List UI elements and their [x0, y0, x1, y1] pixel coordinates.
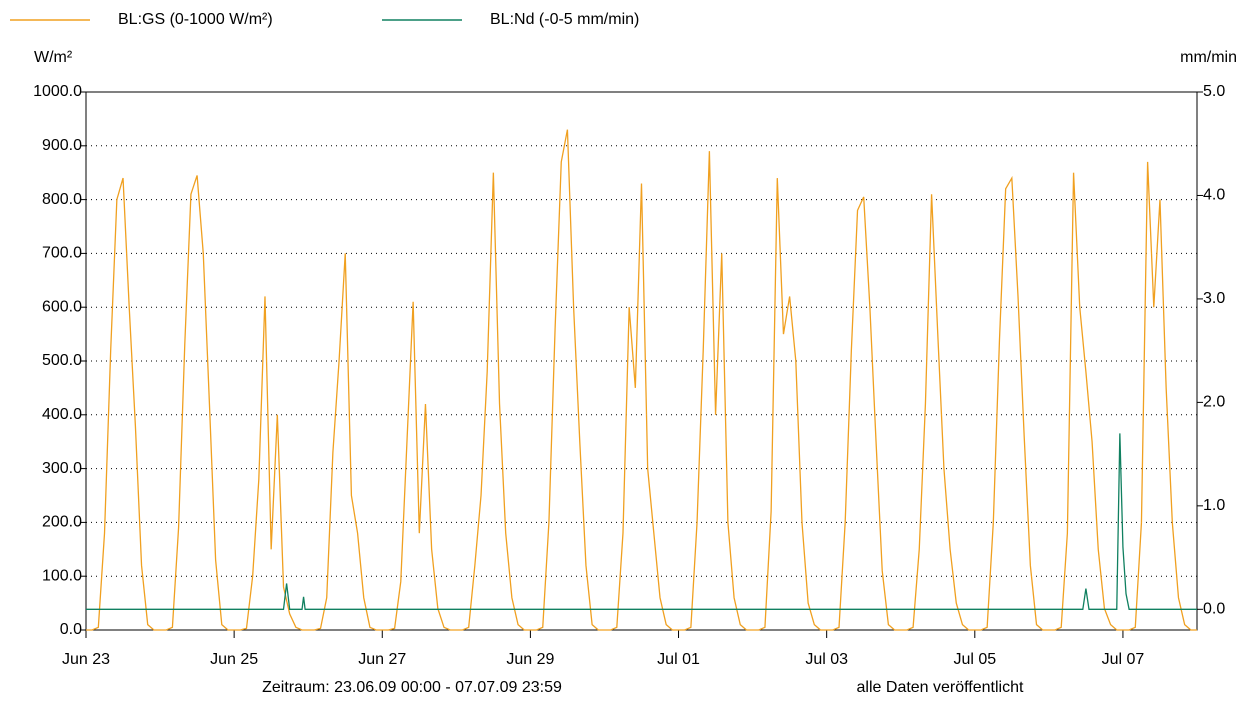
y-tick-label: 400.0: [42, 406, 82, 423]
y2-tick-label: 1.0: [1203, 497, 1225, 514]
y-tick-label: 500.0: [42, 352, 82, 369]
y-tick-label: 900.0: [42, 137, 82, 154]
x-tick-label: Jul 01: [657, 651, 700, 668]
x-tick-label: Jul 05: [953, 651, 996, 668]
y2-tick-label: 5.0: [1203, 83, 1225, 100]
footer-period: Zeitraum: 23.06.09 00:00 - 07.07.09 23:5…: [262, 679, 562, 696]
x-tick-label: Jun 27: [358, 651, 406, 668]
x-tick-label: Jun 23: [62, 651, 110, 668]
legend-label: BL:GS (0-1000 W/m²): [118, 11, 273, 28]
y-tick-label: 200.0: [42, 514, 82, 531]
y-tick-label: 300.0: [42, 460, 82, 477]
y-tick-label: 600.0: [42, 298, 82, 315]
x-tick-label: Jun 29: [506, 651, 554, 668]
series-line: [86, 129, 1197, 631]
x-tick-label: Jul 07: [1102, 651, 1145, 668]
y2-tick-label: 2.0: [1203, 394, 1225, 411]
legend-label: BL:Nd (-0-5 mm/min): [490, 11, 639, 28]
y2-tick-label: 4.0: [1203, 187, 1225, 204]
y2-tick-label: 0.0: [1203, 601, 1225, 618]
y-tick-label: 1000.0: [33, 83, 82, 100]
y-tick-label: 800.0: [42, 191, 82, 208]
x-tick-label: Jul 03: [805, 651, 848, 668]
x-tick-label: Jun 25: [210, 651, 258, 668]
y-tick-label: 100.0: [42, 567, 82, 584]
y-tick-label: 0.0: [60, 621, 82, 638]
y2-tick-label: 3.0: [1203, 290, 1225, 307]
y-tick-label: 700.0: [42, 245, 82, 262]
y2-axis-unit: mm/min: [1180, 49, 1237, 66]
series-line: [86, 433, 1197, 610]
footer-status: alle Daten veröffentlicht: [857, 679, 1024, 696]
y-axis-unit: W/m²: [34, 49, 73, 66]
